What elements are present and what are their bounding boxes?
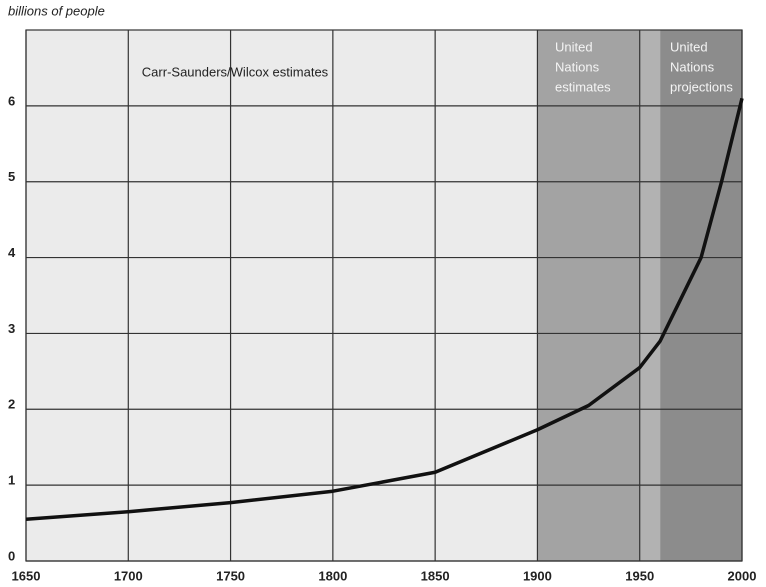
- region: [537, 30, 640, 561]
- x-tick-label: 1850: [421, 568, 450, 583]
- y-tick-label: 5: [8, 169, 15, 184]
- x-tick-label: 2000: [728, 568, 757, 583]
- x-tick-label: 1900: [523, 568, 552, 583]
- region: [660, 30, 742, 561]
- annotation: Nations: [555, 59, 600, 74]
- y-axis-label: billions of people: [8, 3, 105, 18]
- x-tick-label: 1650: [12, 568, 41, 583]
- annotation: estimates: [555, 79, 611, 94]
- annotation: United: [670, 39, 708, 54]
- annotation: Carr-Saunders/Wilcox estimates: [142, 64, 329, 79]
- y-tick-label: 4: [8, 245, 16, 260]
- plot-frame: [25, 29, 743, 562]
- line: [25, 97, 744, 522]
- y-tick-label: 1: [8, 473, 15, 488]
- annotation: United: [555, 39, 593, 54]
- x-tick-label: 1750: [216, 568, 245, 583]
- y-tick-label: 2: [8, 397, 15, 412]
- x-tick-label: 1700: [114, 568, 143, 583]
- region: [639, 30, 661, 561]
- annotation: projections: [670, 79, 733, 94]
- x-tick-label: 1800: [318, 568, 347, 583]
- y-tick-label: 0: [8, 548, 15, 563]
- y-tick-label: 6: [8, 93, 15, 108]
- x-tick-label: 1950: [625, 568, 654, 583]
- annotation: Nations: [670, 59, 715, 74]
- y-tick-label: 3: [8, 321, 15, 336]
